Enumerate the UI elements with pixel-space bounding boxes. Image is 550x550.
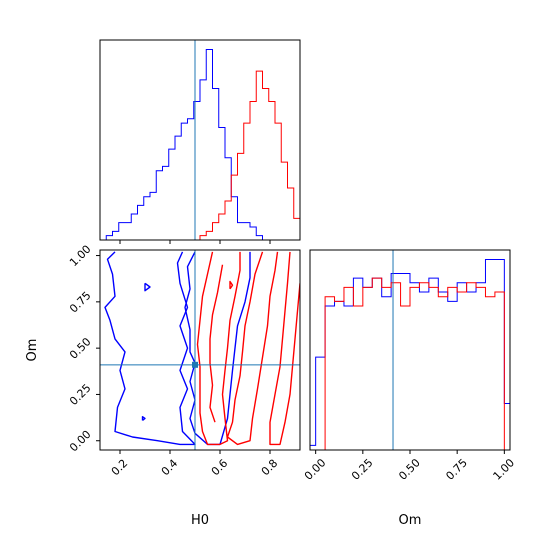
om-hist-series-2	[310, 277, 510, 450]
x-axis-title-om: Om	[399, 513, 422, 528]
joint-x-tick-label-1: 0.2	[109, 457, 131, 479]
h0-marginal-frame	[99, 39, 301, 241]
om-x-tick-label-3: 0.50	[396, 456, 423, 483]
om-x-tick-label-5: 1.00	[491, 456, 518, 483]
y-axis-title-om: Om	[25, 339, 40, 362]
joint-y-tick-label-2: 0.25	[67, 382, 94, 409]
joint-contour-1	[104, 251, 196, 446]
joint-x-tick-label-3: 0.6	[209, 457, 231, 479]
joint-x-tick-label-2: 0.4	[159, 457, 181, 479]
joint-contour-10	[229, 280, 234, 290]
h0-om-joint-panel: 0.2 0.4 0.6 0.8 0.00 0.25 0.50 0.75 1.00 H0 Om	[25, 243, 301, 528]
joint-y-tick-label-4: 0.75	[67, 289, 94, 316]
joint-contour-6	[196, 251, 241, 446]
joint-truth-marker	[192, 361, 198, 368]
joint-contour-5	[141, 416, 146, 421]
om-x-tick-label-2: 0.25	[349, 456, 376, 483]
om-x-tick-label-1: 0.00	[302, 456, 329, 483]
x-axis-title-h0: H0	[191, 513, 209, 528]
joint-contour-9	[269, 251, 300, 446]
joint-contour-4	[144, 282, 151, 292]
joint-contour-8	[226, 251, 279, 446]
h0-hist-series-2	[100, 70, 300, 240]
joint-y-tick-label-3: 0.50	[67, 335, 94, 362]
joint-y-tick-label-5: 1.00	[67, 243, 94, 270]
h0-marginal-panel	[99, 39, 301, 244]
joint-frame	[99, 249, 301, 451]
om-x-tick-label-4: 0.75	[443, 456, 470, 483]
joint-contour-2	[184, 251, 220, 446]
joint-y-tick-label-1: 0.00	[67, 428, 94, 455]
joint-contour-7	[209, 264, 224, 423]
joint-x-tick-label-4: 0.8	[259, 457, 281, 479]
joint-contour-3	[219, 251, 251, 445]
h0-hist-series-1	[100, 49, 300, 240]
om-marginal-panel: 0.00 0.25 0.50 0.75 1.00 Om	[302, 249, 518, 528]
